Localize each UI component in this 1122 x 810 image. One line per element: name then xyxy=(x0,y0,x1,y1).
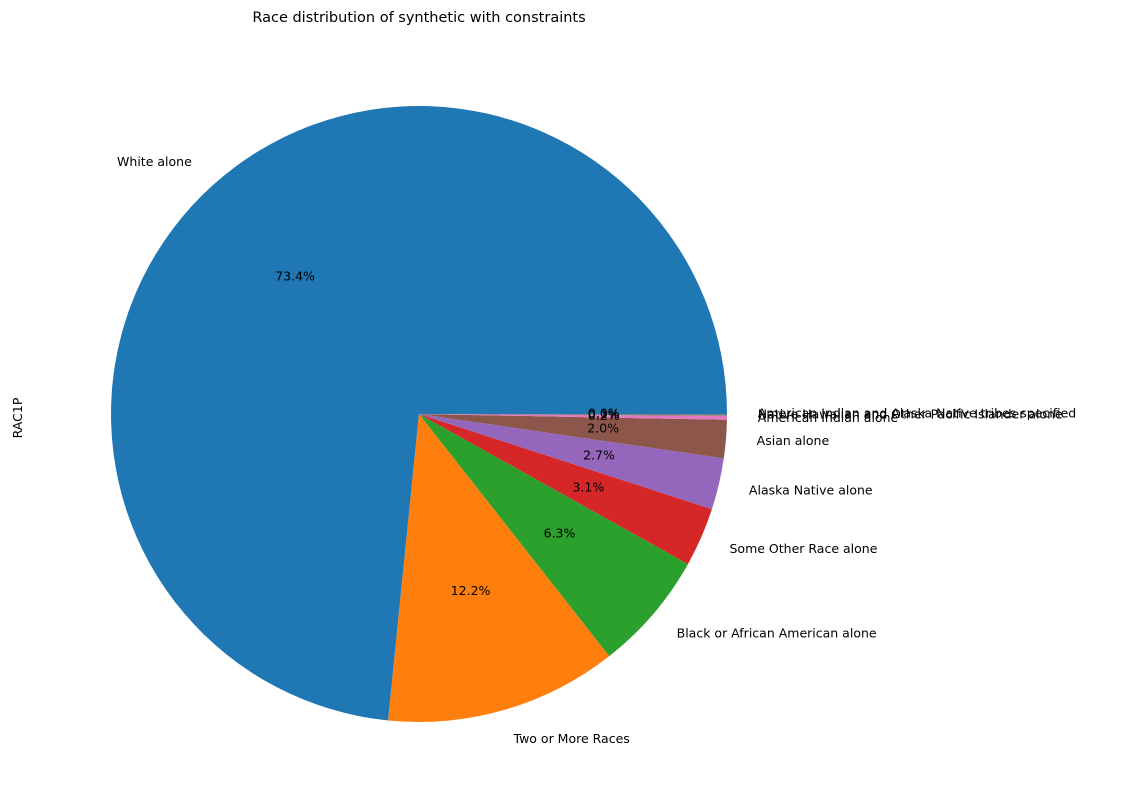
chart-title: Race distribution of synthetic with cons… xyxy=(252,10,585,26)
pie-percent-labels: 73.4% 12.2% 6.3% 3.1% 2.7% 2.0%0.2%0.1%0.0% xyxy=(275,268,620,598)
slice-percent-native-hawaiian-and-other-pacific-islander-alone: 0.1% xyxy=(588,406,620,421)
slice-label-white-alone: White alone xyxy=(117,154,192,169)
y-axis-label: RAC1P xyxy=(10,397,25,438)
slice-percent-american-indian-and-alaska-native-tribes-specified: 0.0% xyxy=(588,406,620,421)
pie-slices xyxy=(111,105,728,722)
slice-percent-two-or-more-races: 12.2% xyxy=(451,583,491,598)
pie-slice-native-hawaiian-and-other-pacific-islander-alone xyxy=(419,414,727,416)
slice-label-native-hawaiian-and-other-pacific-islander-alone: Native Hawaiian and Other Pacific Island… xyxy=(758,407,1063,422)
pie-labels: White alone Two or More Races Black or Afr… xyxy=(117,154,1076,746)
pie-slice-alaska-native-alone xyxy=(419,414,724,510)
pie-slice-asian-alone xyxy=(419,414,727,459)
pie-slice-some-other-race-alone xyxy=(419,414,712,565)
pie-slice-white-alone xyxy=(111,105,728,721)
slice-label-two-or-more-races: Two or More Races xyxy=(513,731,630,746)
slice-percent-alaska-native-alone: 2.7% xyxy=(583,448,615,463)
slice-percent-american-indian-alone: 0.2% xyxy=(588,408,620,423)
pie-slice-two-or-more-races xyxy=(388,414,610,722)
slice-percent-some-other-race-alone: 3.1% xyxy=(572,479,604,494)
slice-label-asian-alone: Asian alone xyxy=(757,433,830,448)
pie-slice-american-indian-alone xyxy=(419,414,727,420)
slice-label-black-or-african-american-alone: Black or African American alone xyxy=(677,626,877,641)
slice-percent-asian-alone: 2.0% xyxy=(587,421,619,436)
slice-percent-black-or-african-american-alone: 6.3% xyxy=(544,526,576,541)
slice-label-alaska-native-alone: Alaska Native alone xyxy=(749,483,873,498)
slice-label-some-other-race-alone: Some Other Race alone xyxy=(730,541,878,556)
slice-percent-white-alone: 73.4% xyxy=(275,268,315,283)
slice-label-american-indian-and-alaska-native-tribes-specified: American Indian and Alaska Native tribes… xyxy=(758,406,1076,421)
pie-slice-black-or-african-american-alone xyxy=(419,414,688,657)
slice-label-american-indian-alone: American Indian alone xyxy=(758,410,899,425)
